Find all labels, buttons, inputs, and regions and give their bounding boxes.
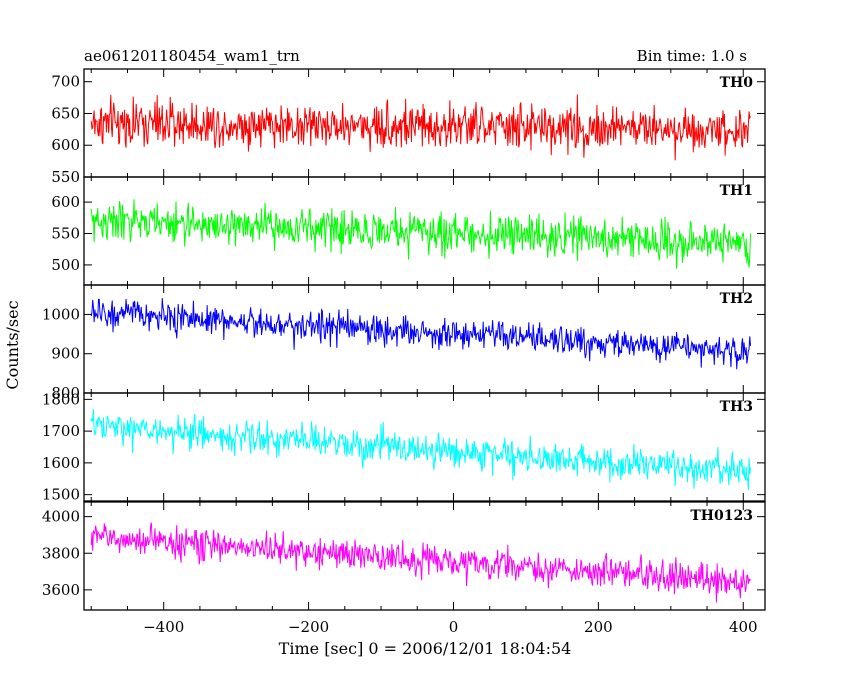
y-tick-label: 1700 bbox=[42, 422, 80, 440]
panel-label-th1: TH1 bbox=[720, 183, 753, 199]
series-line-th1 bbox=[90, 199, 752, 269]
y-tick-label: 600 bbox=[51, 136, 80, 154]
x-tick-label: 400 bbox=[729, 618, 758, 636]
y-tick-label: 3800 bbox=[42, 544, 80, 562]
panel-label-th0: TH0 bbox=[720, 75, 754, 91]
series-line-th3 bbox=[90, 408, 752, 490]
y-tick-label: 900 bbox=[51, 345, 80, 363]
y-tick-label: 650 bbox=[51, 104, 80, 122]
y-tick-label: 550 bbox=[51, 168, 80, 186]
panel-label-th2: TH2 bbox=[720, 291, 753, 307]
panel-frame bbox=[83, 284, 766, 394]
chart-title: ae061201180454_wam1_trn bbox=[84, 47, 300, 65]
y-tick-label: 1000 bbox=[42, 305, 80, 323]
panels-group: 550 600 650 700 TH0 500 550 600 TH1 800 900 1000 TH2… bbox=[42, 68, 766, 611]
panel-label-th3: TH3 bbox=[720, 399, 753, 415]
series-line-th0 bbox=[90, 94, 751, 161]
y-tick-label: 550 bbox=[51, 225, 80, 243]
x-axis-title: Time [sec] 0 = 2006/12/01 18:04:54 bbox=[279, 639, 572, 658]
series-line-th0123 bbox=[90, 522, 751, 603]
x-tick-label: −400 bbox=[143, 618, 184, 636]
y-tick-label: 700 bbox=[51, 73, 80, 91]
series-line-th2 bbox=[90, 298, 752, 370]
panel-th0: 550 600 650 700 TH0 bbox=[51, 68, 766, 186]
panel-th3: 1500 1600 1700 1800 TH3 bbox=[42, 390, 766, 504]
bin-time-label: Bin time: 1.0 s bbox=[637, 47, 747, 65]
panel-frame bbox=[83, 392, 766, 502]
panel-frame bbox=[83, 501, 766, 611]
y-tick-label: 1500 bbox=[42, 486, 80, 504]
y-axis-title: Counts/sec bbox=[3, 300, 22, 389]
y-tick-label: 3600 bbox=[42, 581, 80, 599]
panel-th1: 500 550 600 TH1 bbox=[51, 176, 766, 286]
x-tick-label: 200 bbox=[584, 618, 613, 636]
panel-th0123: 3600 3800 4000 TH0123 bbox=[42, 501, 766, 611]
x-tick-label: −200 bbox=[288, 618, 329, 636]
y-tick-label: 800 bbox=[51, 384, 80, 402]
x-axis: −400 −200 0 200 400 bbox=[143, 618, 757, 636]
y-tick-label: 1600 bbox=[42, 454, 80, 472]
x-tick-label: 0 bbox=[449, 618, 459, 636]
y-tick-label: 1800 bbox=[42, 390, 80, 408]
y-tick-label: 600 bbox=[51, 193, 80, 211]
panel-label-th0123: TH0123 bbox=[690, 508, 753, 524]
panel-th2: 800 900 1000 TH2 bbox=[42, 284, 766, 402]
y-tick-label: 500 bbox=[51, 256, 80, 274]
y-tick-label: 4000 bbox=[42, 508, 80, 526]
